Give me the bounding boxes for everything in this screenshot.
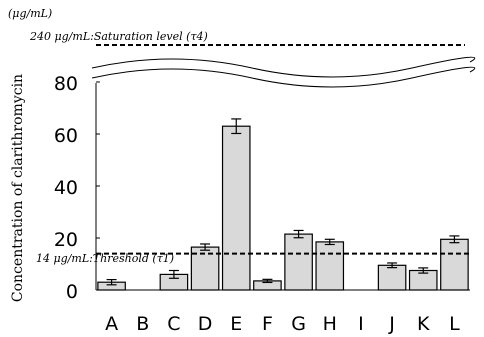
y-axis-label: Concentration of clarithromycin (10, 74, 26, 302)
y-axis-ticks: 0 20 40 60 80 (54, 73, 100, 303)
threshold-label: 14 μg/mL:Threshold (τ1) (36, 252, 174, 265)
x-tick-label: C (167, 313, 180, 335)
x-tick-label: F (262, 313, 273, 335)
y-tick-label: 80 (54, 73, 78, 95)
bar-j (377, 264, 407, 291)
x-tick-label: J (388, 313, 395, 335)
y-tick-label: 20 (54, 229, 78, 251)
bar-e (221, 125, 251, 291)
x-tick-label: H (323, 313, 337, 335)
x-tick-label: B (136, 313, 149, 335)
x-tick-label: I (358, 313, 364, 335)
axis-break (91, 56, 476, 88)
x-tick-label: L (449, 313, 460, 335)
x-tick-label: D (198, 313, 213, 335)
y-tick-label: 60 (54, 125, 78, 147)
x-tick-label: E (230, 313, 242, 335)
y-tick-label: 40 (54, 177, 78, 199)
y-tick-label: 0 (66, 281, 78, 303)
x-tick-label: G (291, 313, 306, 335)
bar-l (440, 238, 469, 291)
saturation-label: 240 μg/mL:Saturation level (τ4) (29, 30, 208, 43)
bar-g (284, 233, 313, 291)
bar-h (315, 241, 345, 291)
x-tick-label: K (417, 313, 430, 335)
bars (97, 118, 469, 291)
unit-label: (μg/mL) (8, 7, 52, 20)
x-tick-label: A (105, 313, 118, 335)
bar-d (190, 246, 220, 291)
